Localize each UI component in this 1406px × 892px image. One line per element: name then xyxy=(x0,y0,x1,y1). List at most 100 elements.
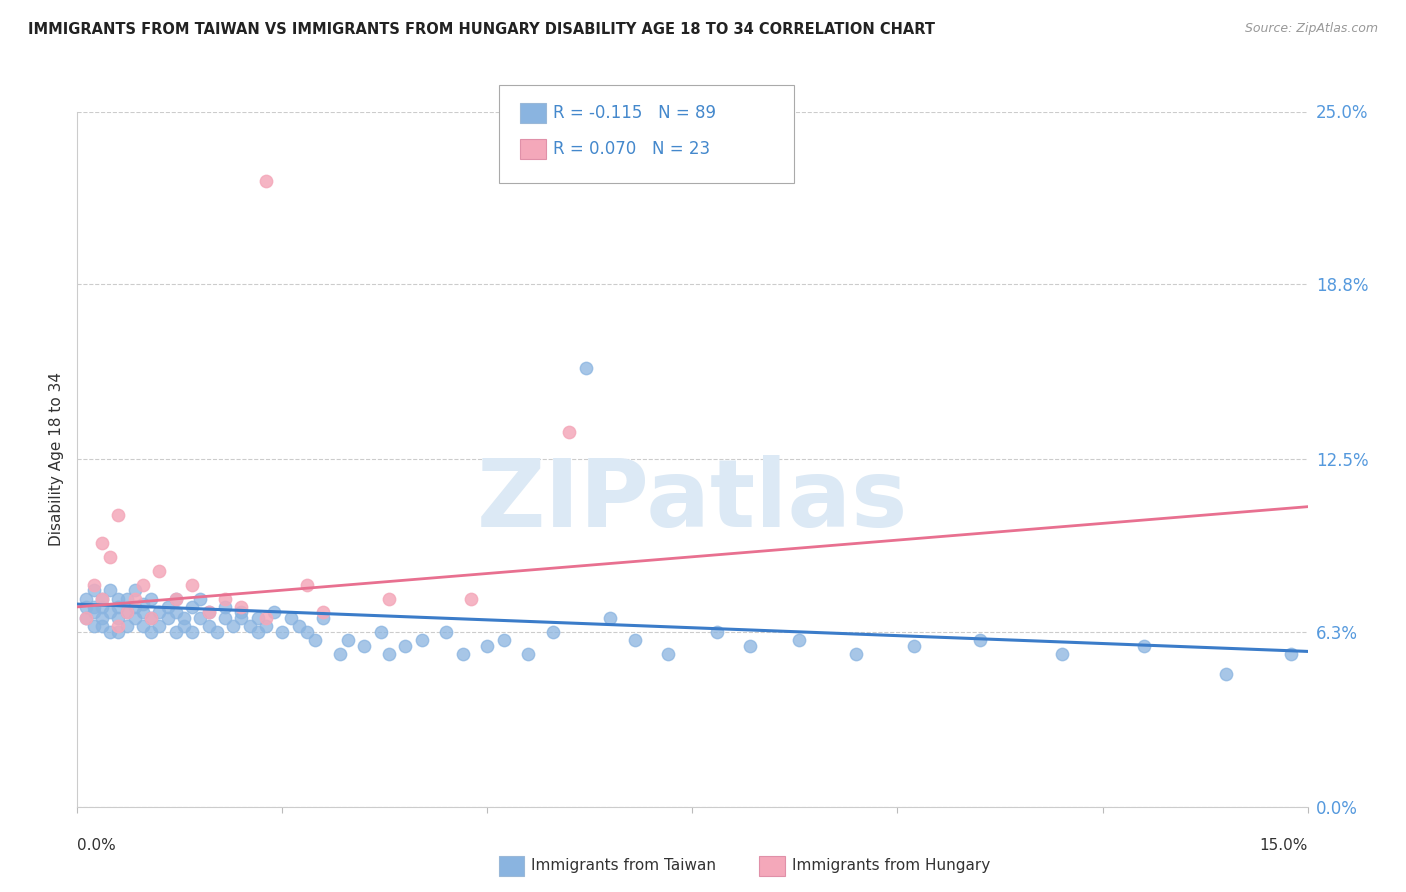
Point xyxy=(90,591,114,606)
Point xyxy=(370,624,392,639)
Point xyxy=(280,611,302,625)
Point xyxy=(1050,647,1073,661)
Point xyxy=(156,599,179,614)
Point xyxy=(173,619,195,633)
Point xyxy=(197,619,219,633)
Point xyxy=(141,611,163,625)
Point xyxy=(181,624,204,639)
Point xyxy=(312,606,335,620)
Point xyxy=(188,611,212,625)
Point xyxy=(107,624,129,639)
Point xyxy=(231,611,253,625)
Point xyxy=(738,639,761,653)
Text: Immigrants from Hungary: Immigrants from Hungary xyxy=(792,858,990,872)
Point xyxy=(239,619,262,633)
Point xyxy=(214,591,236,606)
Point xyxy=(107,508,129,522)
Point xyxy=(83,577,105,591)
Point xyxy=(148,564,170,578)
Point xyxy=(98,606,121,620)
Point xyxy=(353,639,375,653)
Point xyxy=(90,619,114,633)
Point xyxy=(75,591,97,606)
Point xyxy=(214,599,236,614)
Point xyxy=(124,591,146,606)
Point xyxy=(75,611,97,625)
Point xyxy=(492,633,515,648)
Point xyxy=(181,577,204,591)
Point xyxy=(141,591,163,606)
Point xyxy=(141,611,163,625)
Point xyxy=(83,619,105,633)
Point xyxy=(222,619,245,633)
Point xyxy=(90,536,114,550)
Point xyxy=(90,611,114,625)
Point xyxy=(132,606,155,620)
Point xyxy=(98,624,121,639)
Point xyxy=(254,174,277,188)
Point xyxy=(115,591,138,606)
Point xyxy=(75,599,97,614)
Point xyxy=(107,611,129,625)
Point xyxy=(312,611,335,625)
Point xyxy=(337,633,360,648)
Point xyxy=(378,591,401,606)
Point xyxy=(75,611,97,625)
Point xyxy=(706,624,728,639)
Point xyxy=(115,619,138,633)
Point xyxy=(98,549,121,564)
Point xyxy=(90,599,114,614)
Point xyxy=(411,633,433,648)
Point xyxy=(903,639,925,653)
Point xyxy=(969,633,991,648)
Point xyxy=(141,624,163,639)
Point xyxy=(231,606,253,620)
Point xyxy=(1132,639,1154,653)
Point xyxy=(90,591,114,606)
Point xyxy=(181,599,204,614)
Point xyxy=(124,583,146,598)
Point xyxy=(83,583,105,598)
Point xyxy=(107,599,129,614)
Point xyxy=(599,611,621,625)
Point xyxy=(295,624,318,639)
Point xyxy=(329,647,352,661)
Point xyxy=(378,647,401,661)
Point xyxy=(246,611,269,625)
Point xyxy=(575,360,598,375)
Point xyxy=(1279,647,1302,661)
Point xyxy=(263,606,285,620)
Point xyxy=(107,591,129,606)
Point xyxy=(165,624,187,639)
Point xyxy=(477,639,499,653)
Point xyxy=(205,624,228,639)
Point xyxy=(558,425,581,439)
Point xyxy=(451,647,474,661)
Point xyxy=(288,619,311,633)
Point xyxy=(98,583,121,598)
Point xyxy=(156,611,179,625)
Point xyxy=(83,599,105,614)
Point xyxy=(173,611,195,625)
Text: R = -0.115   N = 89: R = -0.115 N = 89 xyxy=(553,104,716,122)
Text: IMMIGRANTS FROM TAIWAN VS IMMIGRANTS FROM HUNGARY DISABILITY AGE 18 TO 34 CORREL: IMMIGRANTS FROM TAIWAN VS IMMIGRANTS FRO… xyxy=(28,22,935,37)
Point xyxy=(624,633,647,648)
Point xyxy=(394,639,416,653)
Point xyxy=(254,611,277,625)
Point xyxy=(148,619,170,633)
Text: R = 0.070   N = 23: R = 0.070 N = 23 xyxy=(553,140,710,158)
Point xyxy=(231,599,253,614)
Point xyxy=(115,606,138,620)
Y-axis label: Disability Age 18 to 34: Disability Age 18 to 34 xyxy=(49,372,65,547)
Text: 15.0%: 15.0% xyxy=(1260,838,1308,853)
Text: 0.0%: 0.0% xyxy=(77,838,117,853)
Point xyxy=(246,624,269,639)
Point xyxy=(460,591,482,606)
Text: ZIPatlas: ZIPatlas xyxy=(477,455,908,547)
Point xyxy=(1215,666,1237,681)
Point xyxy=(845,647,868,661)
Text: Immigrants from Taiwan: Immigrants from Taiwan xyxy=(531,858,717,872)
Point xyxy=(188,591,212,606)
Point xyxy=(295,577,318,591)
Point xyxy=(124,599,146,614)
